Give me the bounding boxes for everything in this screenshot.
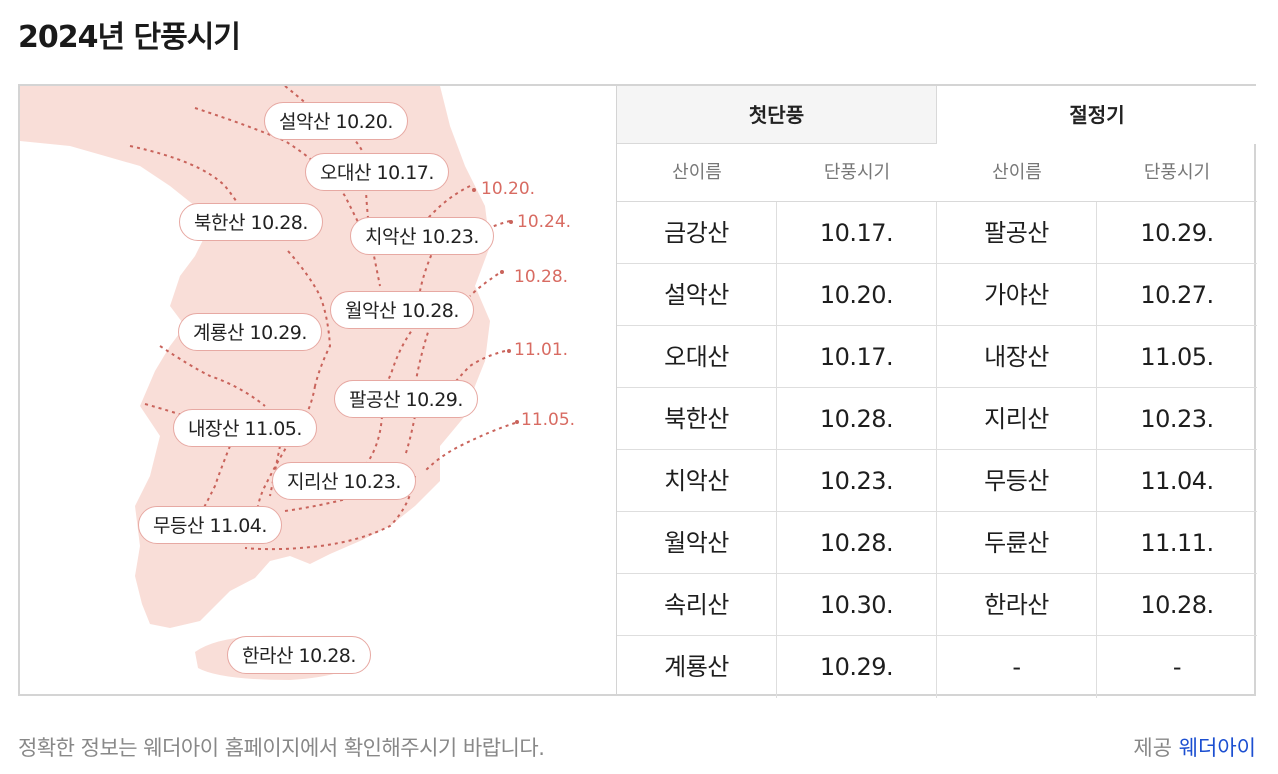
foliage-date-cell: 10.23. [777,450,937,512]
mountain-map-label: 내장산 11.05. [173,409,317,447]
mountain-name-cell: 북한산 [617,388,777,450]
period-tabs: 첫단풍 절정기 [617,86,1257,144]
table-row: 금강산 10.17. 팔공산 10.29. [617,202,1257,264]
foliage-date-cell: - [1172,653,1182,681]
mountain-name-cell: 지리산 [937,388,1097,450]
provider-link[interactable]: 웨더아이 [1178,736,1256,760]
column-header: 단풍시기 [1143,162,1211,183]
table-row: 설악산 10.20. 가야산 10.27. [617,264,1257,326]
mountain-name-cell: 내장산 [937,326,1097,388]
mountain-map-label: 설악산 10.20. [264,102,408,140]
foliage-date-cell: 10.20. [777,264,937,326]
tab-peak-foliage[interactable]: 절정기 [937,86,1257,144]
foliage-date-cell: 10.30. [777,574,937,636]
mountain-name-cell: 두륜산 [937,512,1097,574]
mountain-name-cell: 속리산 [617,574,777,636]
mountain-map-label: 팔공산 10.29. [334,380,478,418]
column-header: 산이름 [672,162,722,183]
tab-first-foliage[interactable]: 첫단풍 [617,86,937,144]
provider-credit: 제공 웨더아이 [1133,732,1256,762]
foliage-date-cell: 11.05. [1140,343,1214,371]
provider-prefix: 제공 [1133,736,1173,760]
mountain-name-cell: 오대산 [617,326,777,388]
mountain-name-cell: 팔공산 [937,202,1097,264]
foliage-date-cell: 10.17. [777,326,937,388]
isoline-label: 10.28. [514,267,569,287]
mountain-map-label: 북한산 10.28. [179,203,323,241]
column-header: 산이름 [992,162,1042,183]
foliage-panel: 설악산 10.20. 오대산 10.17. 북한산 10.28. 치악산 10.23.… [18,84,1257,698]
page-title: 2024년 단풍시기 [18,20,241,55]
table-row: 오대산 10.17. 내장산 11.05. [617,326,1257,388]
mountain-name-cell: 금강산 [617,202,777,264]
mountain-name-cell: 무등산 [937,450,1097,512]
mountain-map-label: 오대산 10.17. [305,153,449,191]
mountain-map-label: 무등산 11.04. [138,506,282,544]
notice-text: 정확한 정보는 웨더아이 홈페이지에서 확인해주시기 바랍니다. [18,736,545,760]
table-row: 계룡산 10.29. - - [617,636,1257,698]
foliage-date-cell: 10.23. [1140,405,1214,433]
table-row: 속리산 10.30. 한라산 10.28. [617,574,1257,636]
mountain-map-label: 치악산 10.23. [350,217,494,255]
mountain-map-label: 월악산 10.28. [330,291,474,329]
table-row: 월악산 10.28. 두륜산 11.11. [617,512,1257,574]
foliage-date-cell: 10.27. [1140,281,1214,309]
table-header: 산이름 단풍시기 산이름 단풍시기 [617,144,1257,202]
mountain-name-cell: 설악산 [617,264,777,326]
foliage-date-cell: 11.04. [1140,467,1214,495]
mountain-map-label: 계룡산 10.29. [178,313,322,351]
mountain-name-cell: - [937,636,1097,698]
mountain-name-cell: 가야산 [937,264,1097,326]
table-row: 치악산 10.23. 무등산 11.04. [617,450,1257,512]
mountain-name-cell: 치악산 [617,450,777,512]
mountain-map-label: 지리산 10.23. [272,462,416,500]
isoline-label: 10.24. [517,212,572,232]
table-row: 북한산 10.28. 지리산 10.23. [617,388,1257,450]
foliage-date-cell: 10.28. [777,512,937,574]
foliage-table: 첫단풍 절정기 산이름 단풍시기 산이름 단풍시기 금강산 10.17. 팔공산 10… [616,86,1257,698]
foliage-date-cell: 10.29. [777,636,937,698]
mountain-name-cell: 월악산 [617,512,777,574]
mountain-map-label: 한라산 10.28. [227,636,371,674]
isoline-label: 11.01. [514,340,569,360]
foliage-date-cell: 10.29. [1140,219,1214,247]
korea-foliage-map: 설악산 10.20. 오대산 10.17. 북한산 10.28. 치악산 10.23.… [20,86,616,694]
isoline-label: 10.20. [481,179,536,199]
mountain-name-cell: 계룡산 [617,636,777,698]
foliage-date-cell: 10.17. [777,202,937,264]
foliage-date-cell: 11.11. [1140,529,1214,557]
foliage-date-cell: 10.28. [777,388,937,450]
mountain-name-cell: 한라산 [937,574,1097,636]
foliage-date-cell: 10.28. [1140,591,1214,619]
column-header: 단풍시기 [823,162,891,183]
isoline-label: 11.05. [521,410,576,430]
